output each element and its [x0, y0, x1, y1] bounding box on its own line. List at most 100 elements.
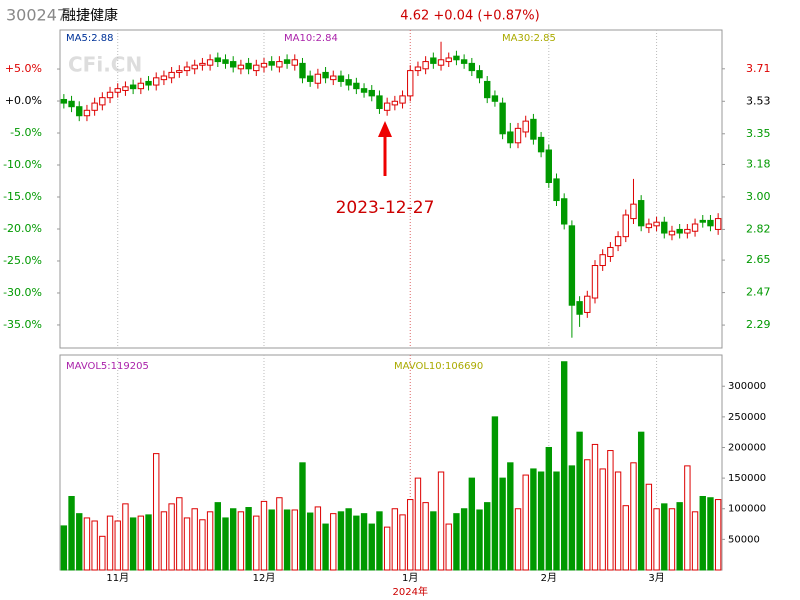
candle-body: [584, 295, 591, 313]
candle-body: [437, 59, 445, 66]
volume-bar: [383, 526, 391, 571]
candle-body: [291, 59, 298, 66]
candle-body: [299, 62, 306, 79]
volume-bar: [106, 515, 114, 571]
volume-bar: [453, 513, 460, 571]
y-tick-label: 200000: [728, 442, 766, 453]
candle-body: [322, 71, 329, 79]
candle-body: [607, 246, 614, 257]
candle-body: [268, 61, 275, 66]
volume-bar: [283, 509, 291, 571]
volume-bar: [499, 477, 506, 571]
y2-tick-label: 2.47: [746, 286, 771, 299]
price-panel: [59, 29, 723, 349]
candle-body: [330, 75, 337, 81]
stock-name: 融捷健康: [62, 7, 118, 24]
candle-body: [306, 75, 314, 82]
volume-bar: [591, 443, 599, 571]
candle-body: [253, 64, 260, 72]
volume-bar: [576, 431, 583, 571]
volume-bar: [653, 508, 660, 571]
volume-bar: [676, 502, 683, 571]
candle-body: [668, 230, 676, 236]
candle-body: [714, 218, 722, 230]
volume-bar: [622, 505, 629, 571]
candle-body: [376, 95, 383, 110]
candle-body: [129, 84, 137, 90]
candle-body: [414, 66, 422, 72]
y2-tick-label: 2.29: [746, 318, 771, 331]
volume-bar: [568, 465, 576, 571]
y2-tick-label: 3.53: [746, 94, 771, 107]
quote: 4.62 +0.04 (+0.87%): [400, 9, 539, 24]
volume-bar: [599, 468, 606, 571]
candle-body: [199, 62, 206, 66]
candle-body: [684, 228, 691, 234]
volume-bar: [145, 514, 152, 571]
volume-bar: [345, 508, 352, 571]
x-tick-label: 12月: [253, 572, 276, 584]
candle-body: [453, 55, 460, 61]
y2-tick-label: 3.35: [746, 127, 771, 140]
candle-body: [206, 59, 214, 66]
y-tick-label: -10.0%: [3, 158, 42, 171]
candle-body: [214, 57, 221, 63]
volume-bar: [584, 459, 591, 571]
candle-body: [460, 59, 468, 64]
candle-body: [114, 88, 121, 93]
y-tick-label: +5.0%: [5, 62, 42, 75]
volume-bar: [468, 477, 476, 571]
candle-body: [137, 82, 145, 90]
candle-body: [522, 120, 529, 133]
y2-tick-label: 2.82: [746, 222, 771, 235]
volume-bar: [414, 477, 422, 571]
volume-bar: [330, 513, 337, 571]
volume-bar: [322, 523, 329, 571]
x-tick-label: 3月: [648, 572, 664, 584]
candle-body: [276, 61, 283, 68]
volume-bar: [391, 508, 399, 571]
volume-bar: [645, 483, 653, 571]
candle-body: [484, 80, 491, 99]
annotation: 2023-12-27: [336, 198, 435, 218]
candle-body: [407, 70, 414, 97]
volume-bar: [206, 511, 214, 571]
candle-body: [230, 61, 237, 68]
watermark: CFi.CN: [68, 53, 142, 77]
volume-bar: [460, 508, 468, 571]
candle-body: [530, 118, 537, 140]
candle-body: [507, 131, 514, 144]
volume-bar: [360, 513, 368, 571]
volume-bar: [668, 508, 676, 571]
volume-bar: [76, 513, 83, 571]
candle-body: [283, 59, 291, 64]
candle-body: [60, 98, 68, 104]
candle-body: [645, 223, 653, 229]
x-tick-label: 2月: [541, 572, 557, 584]
volume-bar: [306, 512, 314, 571]
volume-bar: [137, 515, 145, 571]
volume-bar: [399, 514, 406, 571]
candle-body: [591, 265, 599, 299]
candle-body: [399, 95, 406, 104]
volume-bar: [714, 499, 722, 571]
volume-bar: [484, 502, 491, 571]
volume-bar: [376, 511, 383, 571]
candle-body: [260, 62, 268, 68]
volume-bar: [114, 520, 121, 571]
candle-body: [345, 79, 352, 86]
volume-bar: [276, 497, 283, 571]
candle-body: [368, 89, 375, 97]
volume-panel: [59, 354, 723, 571]
candle-body: [476, 70, 483, 79]
candle-body: [145, 80, 152, 86]
volume-bar: [561, 361, 568, 571]
candle-body: [360, 88, 368, 93]
volume-bar: [268, 509, 275, 571]
candle-body: [168, 71, 175, 79]
y-tick-label: -35.0%: [3, 318, 42, 331]
volume-bar: [191, 508, 198, 571]
y-tick-label: -25.0%: [3, 254, 42, 267]
y-tick-label: -5.0%: [10, 126, 42, 139]
